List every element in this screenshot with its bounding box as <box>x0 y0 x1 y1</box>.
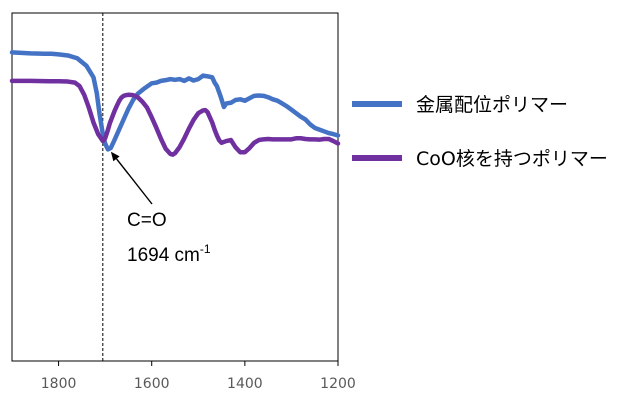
annotation-wavenumber-main: 1694 cm <box>127 245 200 266</box>
annotation-label-wavenumber: 1694 cm-1 <box>127 242 211 266</box>
x-tick-label: 1600 <box>134 376 170 392</box>
plot-frame <box>11 12 339 362</box>
annotation-arrow-line <box>115 158 153 205</box>
annotation-arrow-head <box>110 151 120 162</box>
annotation-group: C=O 1694 cm-1 <box>110 151 211 266</box>
legend: 金属配位ポリマー CoO核を持つポリマー <box>352 94 608 170</box>
legend-label-series-1: 金属配位ポリマー <box>416 94 568 116</box>
annotation-label-bond: C=O <box>127 210 167 231</box>
x-tick-label: 1200 <box>320 376 356 392</box>
annotation-wavenumber-sup: -1 <box>200 242 211 256</box>
series-group <box>9 50 341 157</box>
x-tick-label: 1800 <box>41 376 77 392</box>
x-axis-ticks: 1800 1600 1400 1200 <box>41 361 356 392</box>
x-tick-label: 1400 <box>227 376 263 392</box>
series-line-1 <box>9 50 341 152</box>
series-line-2 <box>9 78 341 157</box>
legend-label-series-2: CoO核を持つポリマー <box>416 148 608 170</box>
